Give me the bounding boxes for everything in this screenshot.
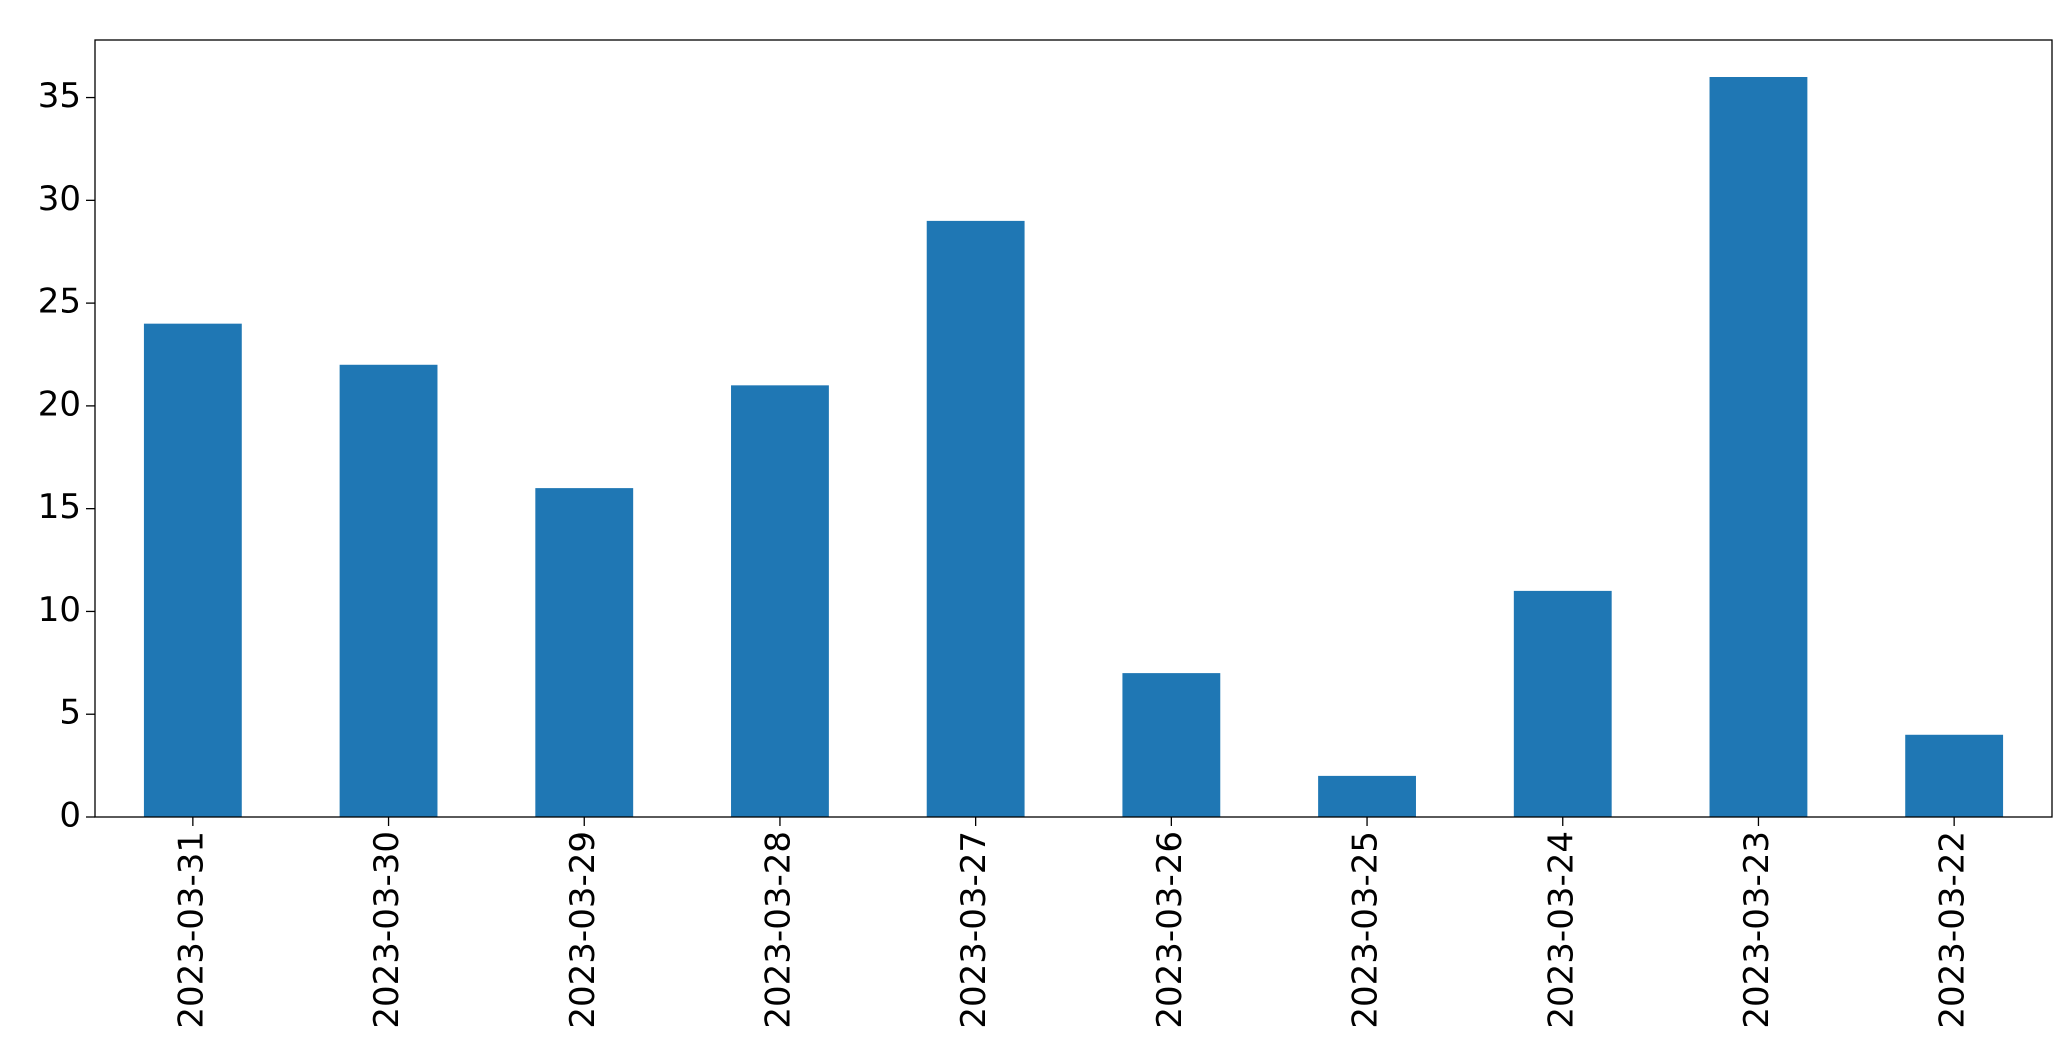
x-tick-label: 2023-03-27 xyxy=(954,831,994,1029)
bar xyxy=(1709,77,1808,817)
bar xyxy=(339,364,438,817)
x-tick-label: 2023-03-26 xyxy=(1150,831,1190,1029)
bar xyxy=(1513,590,1612,817)
bar xyxy=(731,385,829,817)
x-tick-label: 2023-03-25 xyxy=(1346,831,1386,1029)
y-tick-label: 15 xyxy=(38,487,81,527)
bar xyxy=(1905,734,2004,817)
y-tick-label: 5 xyxy=(59,693,81,733)
bar xyxy=(1318,775,1416,817)
y-tick-label: 35 xyxy=(38,76,81,116)
bar xyxy=(143,323,242,817)
x-tick-label: 2023-03-28 xyxy=(758,831,798,1029)
y-tick-label: 10 xyxy=(38,590,81,630)
y-tick-label: 25 xyxy=(38,282,81,322)
y-tick-label: 0 xyxy=(59,796,81,836)
x-tick-label: 2023-03-29 xyxy=(563,831,603,1029)
x-tick-label: 2023-03-24 xyxy=(1541,831,1581,1029)
x-tick-label: 2023-03-31 xyxy=(171,831,211,1029)
x-tick-label: 2023-03-22 xyxy=(1933,831,1973,1029)
y-tick-label: 20 xyxy=(38,384,81,424)
bar xyxy=(535,488,634,817)
x-tick-label: 2023-03-23 xyxy=(1737,831,1777,1029)
bar xyxy=(926,220,1025,817)
bar xyxy=(1122,673,1221,817)
x-tick-label: 2023-03-30 xyxy=(367,831,407,1029)
axes-frame xyxy=(94,39,2053,818)
y-tick-label: 30 xyxy=(38,179,81,219)
